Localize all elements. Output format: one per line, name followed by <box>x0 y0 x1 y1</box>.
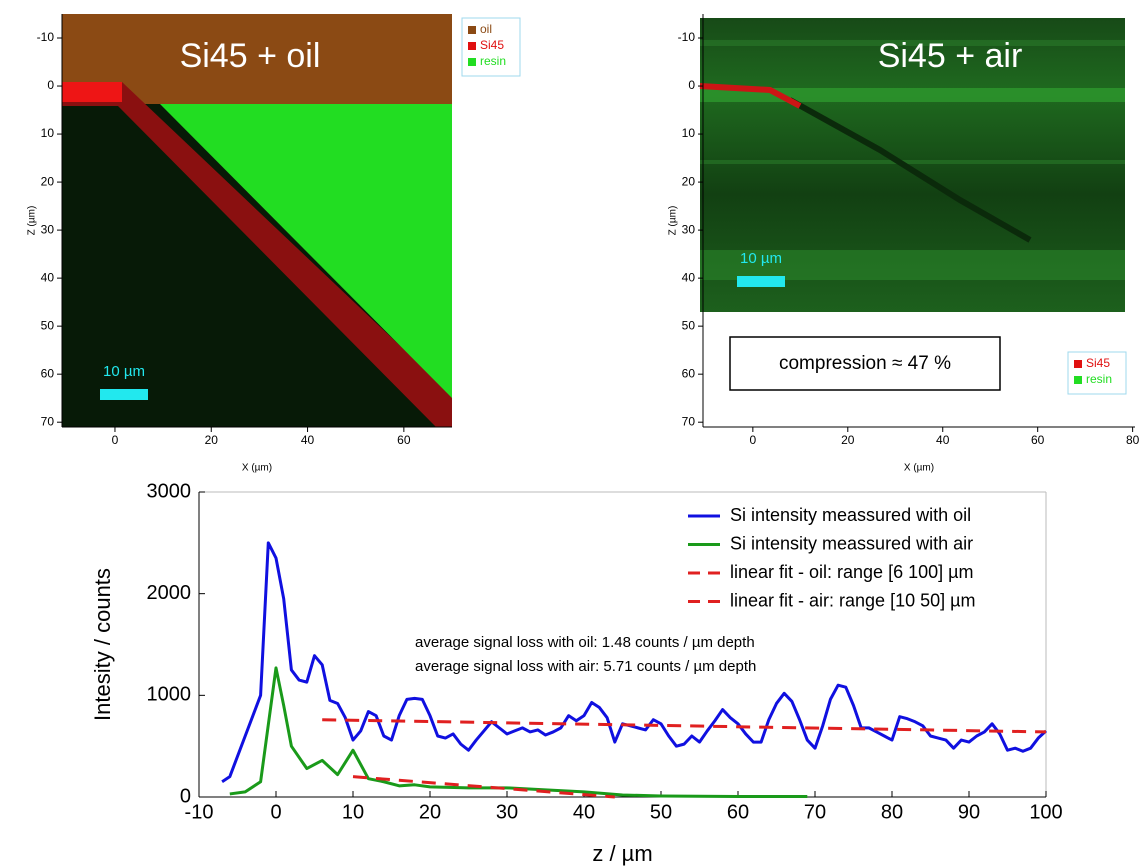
x-tick-label: -10 <box>185 801 214 823</box>
annotation: average signal loss with oil: 1.48 count… <box>415 634 755 651</box>
x-tick-label: 20 <box>841 433 855 447</box>
x-tick-label: 80 <box>881 801 903 823</box>
x-tick-label: 100 <box>1029 801 1062 823</box>
x-tick-label: 40 <box>936 433 950 447</box>
y-axis-label: Intesity / counts <box>90 568 115 721</box>
data-line <box>322 718 1047 734</box>
x-tick-label: 60 <box>1031 433 1045 447</box>
x-axis-label: X (µm) <box>904 463 934 474</box>
legend-box <box>1067 351 1127 395</box>
legend-swatch <box>468 26 476 34</box>
data-line <box>221 541 1048 784</box>
annotation: average signal loss with air: 5.71 count… <box>415 658 756 675</box>
y-tick-label: 40 <box>41 270 55 284</box>
panel-title: Si45 + air <box>878 37 1023 75</box>
y-tick-label: 50 <box>682 318 696 332</box>
x-tick-label: 30 <box>496 801 518 823</box>
legend-swatch <box>468 42 476 50</box>
legend-label: Si45 <box>480 38 504 52</box>
x-tick-label: 10 <box>342 801 364 823</box>
annotation-box <box>729 336 1001 391</box>
y-tick-label: 40 <box>682 270 696 284</box>
y-tick-label: 60 <box>682 366 696 380</box>
x-tick-label: 40 <box>301 433 315 447</box>
data-line <box>229 666 808 798</box>
legend-label: Si intensity meassured with oil <box>730 505 971 525</box>
legend-label: oil <box>480 22 492 36</box>
data-line <box>352 775 615 799</box>
panel-title: Si45 + oil <box>180 37 321 75</box>
y-tick-label: 70 <box>682 414 696 428</box>
legend-label: resin <box>1086 372 1112 386</box>
x-tick-label: 60 <box>397 433 411 447</box>
x-axis-label: X (µm) <box>242 463 272 474</box>
air-image <box>699 18 1125 312</box>
y-tick-label: 2000 <box>147 582 192 604</box>
x-axis-label: z / µm <box>592 841 652 866</box>
scale-bar-label: 10 µm <box>740 250 782 267</box>
y-tick-label: -10 <box>678 30 696 44</box>
y-tick-label: 0 <box>688 78 695 92</box>
x-tick-label: 0 <box>750 433 757 447</box>
y-tick-label: 20 <box>41 174 55 188</box>
legend-label: Si intensity meassured with air <box>730 533 973 553</box>
y-tick-label: 3000 <box>147 480 192 502</box>
y-tick-label: -10 <box>37 30 55 44</box>
x-tick-label: 20 <box>419 801 441 823</box>
y-tick-label: 1000 <box>147 684 192 706</box>
y-tick-label: 0 <box>180 785 191 807</box>
x-tick-label: 0 <box>270 801 281 823</box>
legend-swatch <box>1074 376 1082 384</box>
legend-label: resin <box>480 54 506 68</box>
y-axis-label: Z (µm) <box>668 206 679 236</box>
x-tick-label: 90 <box>958 801 980 823</box>
x-tick-label: 40 <box>573 801 595 823</box>
x-tick-label: 20 <box>205 433 219 447</box>
y-tick-label: 10 <box>41 126 55 140</box>
y-tick-label: 30 <box>41 222 55 236</box>
y-tick-label: 60 <box>41 366 55 380</box>
x-tick-label: 60 <box>727 801 749 823</box>
legend-swatch <box>468 58 476 66</box>
oil-image <box>62 14 452 427</box>
y-tick-label: 50 <box>41 318 55 332</box>
y-tick-label: 0 <box>47 78 54 92</box>
legend-label: Si45 <box>1086 356 1110 370</box>
y-tick-label: 70 <box>41 414 55 428</box>
x-tick-label: 70 <box>804 801 826 823</box>
legend-label: linear fit - air: range [10 50] µm <box>730 590 975 610</box>
y-tick-label: 30 <box>682 222 696 236</box>
x-tick-label: 80 <box>1126 433 1140 447</box>
y-axis-label: Z (µm) <box>27 206 38 236</box>
x-tick-label: 0 <box>112 433 119 447</box>
legend-label: linear fit - oil: range [6 100] µm <box>730 562 973 582</box>
legend-swatch <box>1074 360 1082 368</box>
y-tick-label: 10 <box>682 126 696 140</box>
x-tick-label: 50 <box>650 801 672 823</box>
annotation: compression ≈ 47 % <box>779 353 951 374</box>
scale-bar-label: 10 µm <box>103 363 145 380</box>
y-tick-label: 20 <box>682 174 696 188</box>
